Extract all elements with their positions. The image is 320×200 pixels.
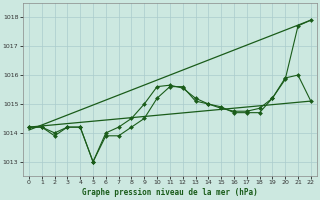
- X-axis label: Graphe pression niveau de la mer (hPa): Graphe pression niveau de la mer (hPa): [82, 188, 258, 197]
